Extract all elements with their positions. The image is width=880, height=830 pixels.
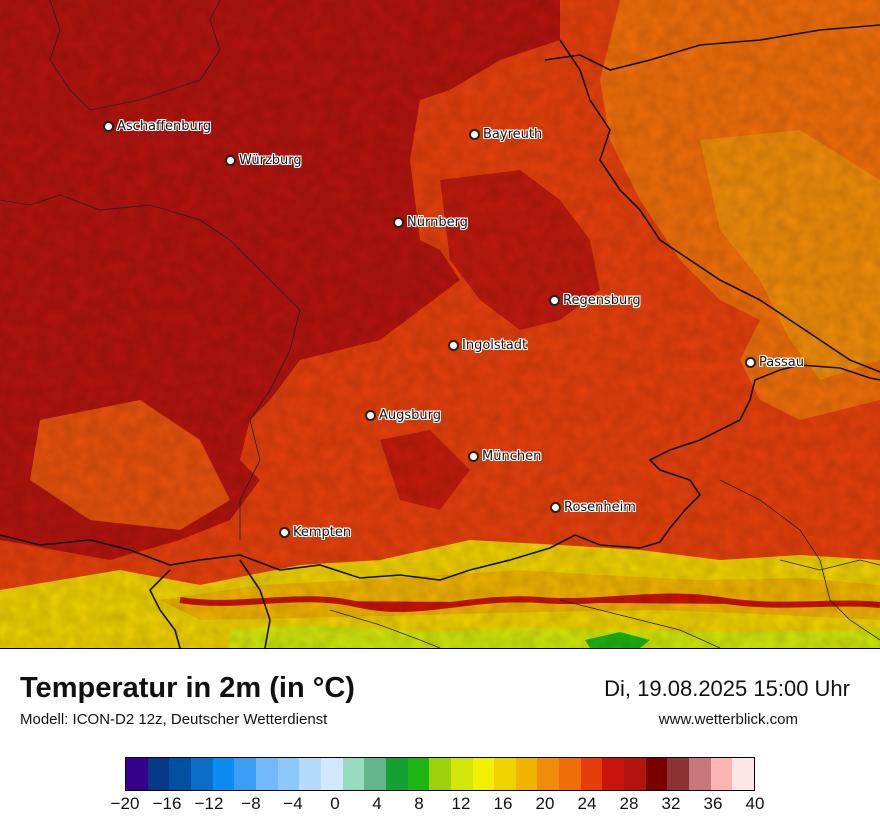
city-label: Passau	[759, 355, 804, 370]
map-canvas	[0, 0, 880, 648]
city-label: Regensburg	[563, 293, 641, 308]
color-swatch	[299, 758, 321, 790]
color-swatch	[190, 758, 213, 790]
city-aschaffenburg: Aschaffenburg	[103, 119, 211, 134]
city-label: Kempten	[293, 525, 352, 540]
website-link[interactable]: www.wetterblick.com	[658, 711, 798, 728]
country-borders	[0, 24, 880, 648]
scale-tick-label: 20	[535, 794, 555, 813]
color-swatch	[320, 758, 343, 790]
scale-tick-label: −4	[283, 794, 303, 813]
city-marker-icon	[469, 129, 480, 140]
state-borders	[0, 0, 880, 648]
city-label: Rosenheim	[564, 500, 636, 515]
color-swatch	[342, 758, 365, 790]
city-bayreuth: Bayreuth	[469, 127, 542, 142]
scale-tick-label: −20	[110, 794, 140, 813]
color-swatch	[559, 758, 581, 790]
model-source: Modell: ICON-D2 12z, Deutscher Wetterdie…	[20, 711, 328, 728]
color-swatch	[537, 758, 560, 790]
color-swatch	[277, 758, 300, 790]
scale-tick-label: −12	[194, 794, 224, 813]
city-marker-icon	[103, 121, 114, 132]
city-marker-icon	[225, 155, 236, 166]
city-marker-icon	[393, 217, 404, 228]
color-swatch	[624, 758, 646, 790]
color-swatch	[407, 758, 430, 790]
scale-tick-label: 4	[372, 794, 382, 813]
color-swatch	[494, 758, 516, 790]
city-rosenheim: Rosenheim	[550, 500, 636, 515]
color-swatch	[429, 758, 451, 790]
city-label: München	[482, 449, 542, 464]
color-swatch	[450, 758, 473, 790]
map-title: Temperatur in 2m (in °C)	[20, 672, 355, 704]
color-swatch	[515, 758, 538, 790]
city-marker-icon	[365, 410, 376, 421]
color-swatch	[169, 758, 191, 790]
city-regensburg: Regensburg	[549, 293, 641, 308]
city-label: Würzburg	[239, 153, 302, 168]
color-swatch	[385, 758, 408, 790]
color-swatch	[667, 758, 690, 790]
city-nuernberg: Nürnberg	[393, 215, 468, 230]
city-label: Aschaffenburg	[117, 119, 212, 134]
city-kempten: Kempten	[279, 525, 351, 540]
city-marker-icon	[549, 295, 560, 306]
city-label: Augsburg	[379, 408, 442, 423]
scale-tick-label: 12	[451, 794, 471, 813]
city-label: Bayreuth	[483, 127, 543, 142]
city-wuerzburg: Würzburg	[225, 153, 302, 168]
color-swatch	[710, 758, 733, 790]
color-swatch	[602, 758, 625, 790]
city-marker-icon	[550, 502, 561, 513]
color-swatch	[580, 758, 603, 790]
scale-tick-label: −8	[241, 794, 261, 813]
scale-tick-label: 0	[330, 794, 340, 813]
color-scale-ticks: −20 −16 −12 −8 −4 0 4 8 12 16 20 24 28 32 36 40	[111, 794, 765, 818]
color-swatch	[364, 758, 386, 790]
color-swatch	[472, 758, 495, 790]
color-scale-legend	[125, 757, 755, 791]
color-swatch	[645, 758, 668, 790]
scale-tick-label: 32	[661, 794, 681, 813]
city-marker-icon	[279, 527, 290, 538]
scale-tick-label: 40	[745, 794, 765, 813]
city-marker-icon	[745, 357, 756, 368]
city-passau: Passau	[745, 355, 804, 370]
scale-tick-label: 36	[703, 794, 723, 813]
city-augsburg: Augsburg	[365, 408, 441, 423]
city-marker-icon	[468, 451, 479, 462]
scale-tick-label: −16	[152, 794, 182, 813]
scale-tick-label: 8	[414, 794, 424, 813]
city-label: Nürnberg	[407, 215, 468, 230]
scale-tick-label: 28	[619, 794, 639, 813]
city-muenchen: München	[468, 449, 541, 464]
city-label: Ingolstadt	[462, 338, 528, 353]
color-swatch	[234, 758, 256, 790]
city-marker-icon	[448, 340, 459, 351]
scale-tick-label: 16	[493, 794, 513, 813]
temperature-map: Aschaffenburg Würzburg Bayreuth Nürnberg…	[0, 0, 880, 649]
forecast-datetime: Di, 19.08.2025 15:00 Uhr	[604, 676, 850, 701]
color-swatch	[126, 758, 148, 790]
map-texture	[0, 0, 880, 648]
color-swatch	[147, 758, 170, 790]
color-swatch	[212, 758, 235, 790]
color-swatch	[689, 758, 711, 790]
city-ingolstadt: Ingolstadt	[448, 338, 527, 353]
color-swatch	[255, 758, 278, 790]
color-swatch	[732, 758, 755, 790]
scale-tick-label: 24	[577, 794, 597, 813]
